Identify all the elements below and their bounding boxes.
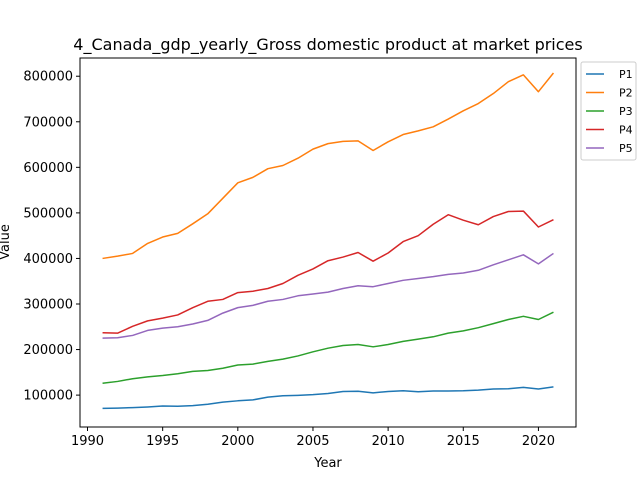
series-line-p1 [102, 386, 554, 410]
legend-label-p5: P5 [619, 142, 633, 155]
series-line-p2 [102, 72, 555, 260]
legend-box [580, 61, 637, 161]
x-tick-label: 2015 [447, 434, 480, 449]
x-tick-label: 2020 [522, 434, 555, 449]
chart-title: 4_Canada_gdp_yearly_Gross domestic produ… [73, 35, 582, 55]
legend-label-p2: P2 [619, 87, 633, 100]
y-tick-label: 300000 [23, 298, 73, 313]
y-tick-label: 600000 [23, 161, 73, 176]
x-tick-label: 2010 [372, 434, 405, 449]
plot-lines [102, 72, 555, 410]
legend-label-p3: P3 [619, 105, 633, 118]
x-tick-label: 1995 [146, 434, 179, 449]
y-tick-label: 800000 [23, 70, 73, 85]
y-axis-ticks: 100000 200000 300000 400000 500000 600000 7000… [23, 70, 80, 404]
x-tick-label: 2005 [296, 434, 329, 449]
legend-label-p4: P4 [619, 124, 633, 137]
legend-label-p1: P1 [619, 68, 633, 81]
y-axis-label: Value [0, 224, 13, 260]
legend: P1 P2 P3 P4 P5 [580, 61, 637, 161]
series-line-p5 [102, 252, 554, 339]
x-axis-label: Year [313, 456, 342, 471]
y-tick-label: 500000 [23, 206, 73, 221]
x-tick-label: 1990 [71, 434, 104, 449]
x-axis-ticks: 1990 1995 2000 2005 2010 2015 2020 [71, 427, 555, 449]
x-tick-label: 2000 [221, 434, 254, 449]
plot-frame [79, 57, 577, 428]
y-tick-label: 400000 [23, 252, 73, 267]
y-tick-label: 700000 [23, 115, 73, 130]
y-tick-label: 100000 [23, 389, 73, 404]
series-line-p4 [102, 210, 554, 334]
y-tick-label: 200000 [23, 343, 73, 358]
series-line-p3 [102, 311, 554, 385]
